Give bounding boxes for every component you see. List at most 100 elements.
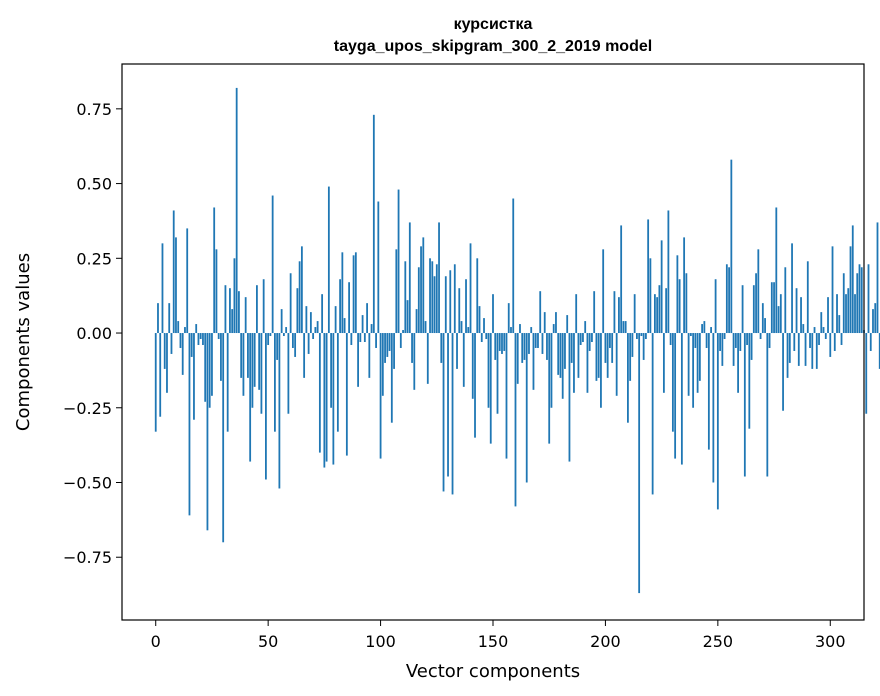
bar-component-250 bbox=[716, 333, 719, 510]
bar-component-287 bbox=[800, 297, 802, 334]
bar-component-196 bbox=[595, 333, 598, 381]
bar-component-124 bbox=[433, 276, 436, 334]
bar-component-66 bbox=[303, 333, 306, 378]
bar-component-214 bbox=[636, 333, 638, 340]
bar-component-112 bbox=[406, 300, 409, 334]
bar-component-1 bbox=[157, 303, 159, 334]
bar-component-311 bbox=[854, 294, 856, 334]
bar-component-161 bbox=[516, 333, 519, 384]
bar-component-260 bbox=[739, 333, 742, 351]
bar-component-30 bbox=[222, 333, 225, 543]
x-tick-label: 200 bbox=[590, 632, 621, 651]
y-tick-label: 0.50 bbox=[76, 175, 112, 194]
y-axis-label: Components values bbox=[13, 253, 34, 431]
bar-component-241 bbox=[696, 333, 699, 393]
bar-component-51 bbox=[269, 333, 272, 337]
bar-component-111 bbox=[404, 261, 407, 334]
bar-component-205 bbox=[615, 333, 618, 396]
bar-component-5 bbox=[166, 333, 168, 393]
bar-component-212 bbox=[631, 333, 634, 357]
bar-component-188 bbox=[577, 333, 580, 378]
bar-component-207 bbox=[620, 225, 623, 334]
bar-component-285 bbox=[795, 288, 798, 334]
bar-component-236 bbox=[685, 273, 688, 334]
bar-component-227 bbox=[665, 288, 668, 334]
x-axis-label: Vector components bbox=[406, 661, 580, 682]
bar-component-109 bbox=[399, 333, 402, 348]
bar-component-144 bbox=[478, 306, 481, 334]
bar-component-44 bbox=[253, 333, 256, 387]
bar-component-157 bbox=[507, 303, 510, 334]
bar-component-312 bbox=[856, 273, 859, 334]
bar-component-281 bbox=[786, 333, 789, 378]
bar-component-7 bbox=[170, 333, 173, 354]
bar-component-90 bbox=[357, 333, 359, 387]
bar-component-96 bbox=[370, 324, 373, 334]
bar-component-278 bbox=[779, 294, 782, 334]
bar-component-186 bbox=[573, 333, 575, 393]
bar-component-123 bbox=[431, 261, 434, 334]
bar-component-84 bbox=[343, 318, 346, 334]
bar-component-58 bbox=[285, 327, 288, 334]
bar-component-20 bbox=[199, 333, 202, 340]
bar-component-93 bbox=[363, 333, 366, 342]
bar-component-42 bbox=[249, 333, 252, 462]
bar-component-301 bbox=[831, 246, 834, 334]
bar-component-54 bbox=[276, 333, 279, 360]
bar-component-10 bbox=[177, 321, 180, 334]
bar-component-148 bbox=[487, 333, 490, 408]
bar-component-34 bbox=[231, 309, 234, 334]
bar-component-91 bbox=[359, 333, 362, 342]
bar-component-38 bbox=[240, 333, 243, 378]
bar-component-245 bbox=[705, 333, 708, 348]
bar-component-8 bbox=[172, 210, 175, 334]
bar-component-55 bbox=[278, 333, 281, 489]
bar-component-27 bbox=[215, 249, 218, 334]
bar-component-176 bbox=[550, 333, 553, 408]
bar-component-297 bbox=[822, 327, 825, 334]
bar-component-200 bbox=[604, 333, 607, 363]
bar-component-308 bbox=[847, 288, 850, 334]
bar-component-216 bbox=[640, 333, 643, 337]
bar-component-187 bbox=[575, 294, 578, 334]
bar-component-284 bbox=[793, 333, 796, 351]
bar-component-115 bbox=[413, 333, 416, 390]
bar-component-178 bbox=[555, 312, 557, 334]
bar-component-266 bbox=[752, 285, 755, 334]
bar-component-23 bbox=[206, 333, 209, 531]
bar-component-71 bbox=[314, 327, 317, 334]
bar-component-242 bbox=[698, 333, 701, 381]
bar-component-268 bbox=[757, 249, 760, 334]
bar-component-28 bbox=[217, 333, 220, 340]
bar-component-21 bbox=[202, 333, 204, 345]
bar-component-99 bbox=[377, 201, 380, 334]
y-tick-label: 0.25 bbox=[76, 249, 112, 268]
bar-component-135 bbox=[458, 288, 461, 334]
bar-component-228 bbox=[667, 210, 670, 334]
bar-component-65 bbox=[300, 246, 303, 334]
bar-component-156 bbox=[505, 333, 508, 459]
bar-component-134 bbox=[456, 333, 458, 369]
bar-component-154 bbox=[501, 333, 503, 354]
bar-component-117 bbox=[417, 267, 420, 334]
bar-component-316 bbox=[865, 333, 868, 414]
bars-group bbox=[154, 87, 880, 594]
bar-component-138 bbox=[465, 279, 467, 334]
bar-component-32 bbox=[226, 333, 229, 432]
bar-component-164 bbox=[523, 333, 526, 360]
bar-component-140 bbox=[469, 243, 472, 334]
bar-component-244 bbox=[703, 321, 706, 334]
bar-component-269 bbox=[759, 333, 762, 340]
bar-component-12 bbox=[181, 333, 184, 375]
bar-component-179 bbox=[557, 333, 560, 375]
bar-component-158 bbox=[510, 327, 512, 334]
bar-component-255 bbox=[728, 267, 730, 334]
bar-component-222 bbox=[653, 294, 656, 334]
bar-component-98 bbox=[375, 333, 377, 348]
bar-component-106 bbox=[393, 333, 395, 369]
bar-component-88 bbox=[352, 255, 355, 334]
bar-component-29 bbox=[220, 333, 222, 381]
bar-component-159 bbox=[512, 198, 515, 334]
bar-component-262 bbox=[743, 333, 746, 477]
